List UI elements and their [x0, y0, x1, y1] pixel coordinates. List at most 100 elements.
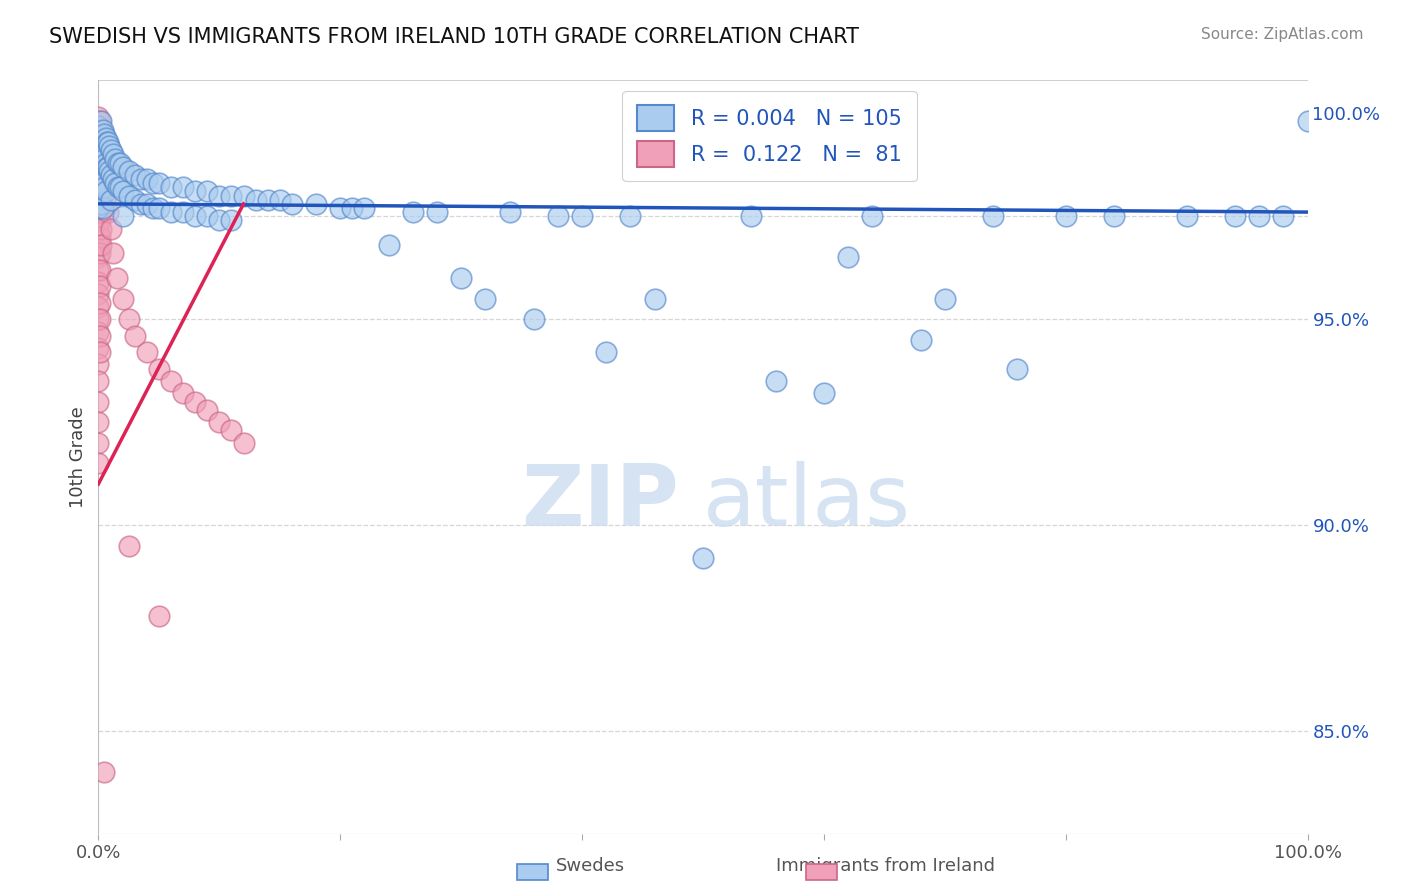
Point	[87, 251, 110, 265]
Point	[910, 333, 932, 347]
Point	[87, 341, 110, 355]
Point	[96, 135, 118, 149]
Point	[474, 292, 496, 306]
Point	[1007, 361, 1029, 376]
Point	[221, 188, 243, 202]
Point	[96, 160, 118, 174]
Point	[87, 127, 110, 141]
Point	[89, 312, 111, 326]
Point	[104, 176, 127, 190]
Point	[129, 197, 152, 211]
Text: atlas: atlas	[703, 461, 911, 544]
Point	[101, 147, 124, 161]
Point	[450, 271, 472, 285]
Text: Swedes: Swedes	[555, 856, 626, 874]
Point	[87, 176, 110, 190]
Point	[124, 168, 146, 182]
Point	[118, 312, 141, 326]
Point	[90, 188, 112, 202]
Point	[172, 205, 194, 219]
Point	[97, 160, 120, 174]
Point	[353, 201, 375, 215]
Point	[87, 168, 110, 182]
Point	[124, 328, 146, 343]
Point	[91, 147, 114, 161]
Point	[94, 188, 117, 202]
Point	[90, 139, 112, 153]
Point	[89, 180, 111, 194]
Point	[90, 122, 112, 136]
Point	[595, 345, 617, 359]
Point	[107, 155, 129, 169]
Point	[93, 127, 115, 141]
Point	[98, 139, 121, 153]
Point	[377, 238, 399, 252]
Point	[813, 386, 835, 401]
Point	[100, 143, 122, 157]
Point	[101, 172, 124, 186]
Point	[87, 119, 110, 133]
Point	[89, 197, 111, 211]
Point	[91, 180, 114, 194]
Point	[87, 262, 110, 277]
Point	[97, 205, 120, 219]
Point	[89, 147, 111, 161]
Point	[89, 295, 111, 310]
Point	[208, 188, 231, 202]
Point	[89, 114, 111, 128]
Point	[87, 456, 110, 470]
Point	[100, 193, 122, 207]
Point	[1175, 209, 1198, 223]
Point	[94, 185, 117, 199]
Point	[89, 213, 111, 227]
Point	[232, 435, 254, 450]
Point	[1102, 209, 1125, 223]
Point	[87, 325, 110, 339]
Point	[100, 221, 122, 235]
Point	[256, 193, 278, 207]
Point	[208, 415, 231, 429]
Point	[89, 279, 111, 293]
Point	[269, 193, 291, 207]
Point	[108, 180, 131, 194]
Point	[118, 164, 141, 178]
Point	[87, 221, 110, 235]
Point	[91, 201, 114, 215]
Point	[1272, 209, 1295, 223]
Point	[221, 213, 243, 227]
Point	[93, 152, 115, 166]
Point	[87, 358, 110, 372]
Point	[148, 361, 170, 376]
Point	[87, 176, 110, 190]
Point	[195, 402, 218, 417]
Point	[90, 172, 112, 186]
Point	[91, 176, 114, 190]
Point	[692, 551, 714, 566]
Point	[87, 374, 110, 388]
Point	[87, 275, 110, 289]
Point	[94, 131, 117, 145]
Point	[118, 539, 141, 553]
Point	[89, 131, 111, 145]
Text: Immigrants from Ireland: Immigrants from Ireland	[776, 856, 995, 874]
Point	[90, 155, 112, 169]
Point	[87, 287, 110, 301]
Point	[172, 180, 194, 194]
Point	[1223, 209, 1246, 223]
Point	[221, 423, 243, 437]
Point	[91, 147, 114, 161]
Point	[184, 394, 207, 409]
Point	[111, 185, 134, 199]
Point	[547, 209, 569, 223]
Point	[1249, 209, 1271, 223]
Point	[148, 201, 170, 215]
Point	[87, 209, 110, 223]
Point	[97, 135, 120, 149]
Point	[305, 197, 328, 211]
Point	[90, 114, 112, 128]
Point	[93, 172, 115, 186]
Point	[87, 152, 110, 166]
Point	[87, 197, 110, 211]
Point	[124, 193, 146, 207]
Text: Source: ZipAtlas.com: Source: ZipAtlas.com	[1201, 27, 1364, 42]
